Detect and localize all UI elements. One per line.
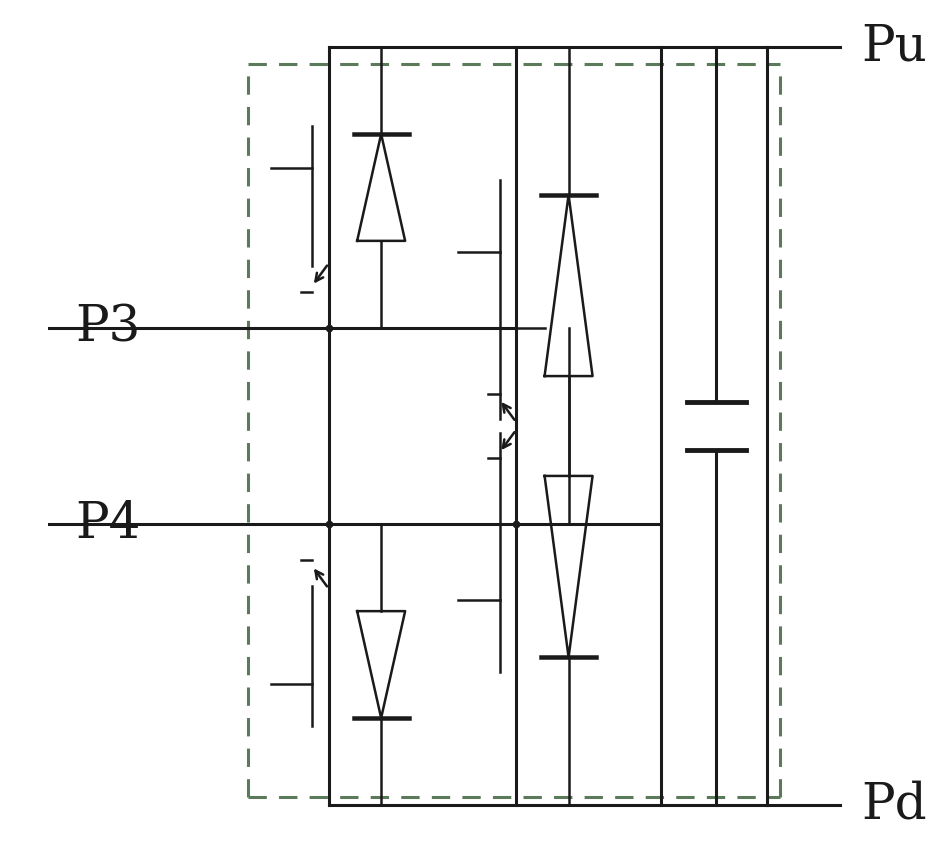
Text: P4: P4 [75,499,140,549]
Text: Pu: Pu [861,22,927,72]
Text: Pd: Pd [861,780,927,830]
Text: P3: P3 [75,303,140,353]
